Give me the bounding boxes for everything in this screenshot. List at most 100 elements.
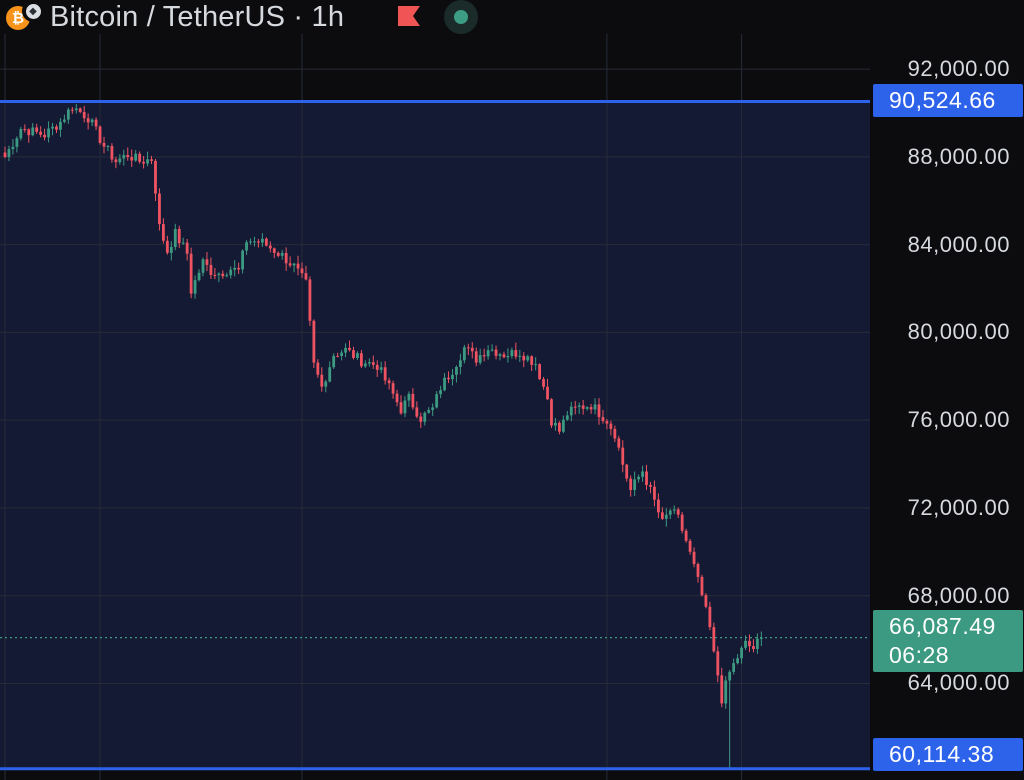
candle-21 (86, 113, 90, 130)
candle-144 (573, 400, 577, 415)
candle-114 (455, 365, 458, 383)
candle-47 (189, 247, 193, 299)
candle-189 (752, 639, 755, 653)
candle-95 (379, 361, 383, 374)
candle-91 (363, 360, 367, 368)
candle-30 (122, 149, 126, 166)
candle-169 (672, 505, 676, 515)
candle-118 (470, 342, 474, 359)
candle-101 (403, 396, 407, 418)
y-tick-label-3: 80,000.00 (907, 319, 1010, 345)
candle-152 (605, 418, 609, 430)
candle-134 (534, 357, 538, 371)
candle-51 (205, 251, 209, 272)
candle-140 (558, 421, 561, 435)
candle-63 (253, 236, 256, 247)
candle-3 (15, 136, 19, 153)
candle-55 (221, 270, 225, 279)
candle-24 (98, 125, 102, 145)
candle-67 (268, 241, 272, 253)
candle-179 (712, 622, 716, 653)
candle-77 (308, 276, 312, 326)
candle-37 (150, 155, 153, 165)
candle-172 (684, 528, 688, 543)
candle-40 (162, 218, 165, 244)
candle-52 (209, 257, 213, 279)
candle-115 (459, 353, 462, 375)
candle-170 (676, 507, 680, 519)
candle-62 (249, 238, 252, 245)
highlight-zone (0, 101, 870, 769)
candle-116 (462, 344, 466, 364)
candle-0 (3, 146, 7, 159)
candle-112 (447, 371, 450, 384)
candle-108 (431, 403, 435, 416)
candle-171 (680, 512, 684, 534)
candle-182 (724, 676, 728, 709)
candle-60 (241, 249, 244, 274)
candle-125 (498, 352, 502, 361)
candle-29 (118, 154, 122, 165)
candle-42 (169, 241, 173, 261)
candle-19 (78, 107, 82, 114)
candle-133 (530, 355, 534, 372)
candle-181 (720, 667, 724, 708)
candle-64 (257, 239, 260, 248)
candle-44 (177, 225, 181, 248)
candle-13 (55, 124, 58, 133)
candle-145 (577, 402, 581, 414)
candle-137 (546, 378, 549, 401)
y-tick-label-6: 68,000.00 (907, 582, 1010, 608)
candle-107 (427, 407, 431, 414)
candle-72 (288, 256, 292, 268)
candle-20 (82, 105, 86, 123)
candle-31 (126, 147, 130, 161)
candle-164 (653, 480, 656, 507)
candle-15 (63, 114, 66, 124)
candle-98 (391, 380, 395, 399)
last-price-tag: 66,087.49 06:28 (873, 610, 1023, 672)
candle-165 (657, 493, 660, 519)
candle-138 (550, 398, 553, 429)
candle-155 (617, 435, 621, 451)
candle-120 (478, 348, 482, 365)
candle-163 (649, 482, 652, 494)
candle-129 (514, 342, 518, 360)
candle-83 (332, 353, 336, 369)
candle-105 (419, 412, 423, 428)
candle-97 (387, 377, 391, 390)
candle-36 (146, 151, 149, 167)
symbol-title[interactable]: Bitcoin / TetherUS · 1h (50, 1, 345, 33)
candle-75 (300, 262, 304, 279)
candle-87 (348, 340, 351, 352)
candle-142 (565, 411, 569, 421)
candle-110 (439, 385, 442, 399)
candle-128 (510, 347, 514, 359)
candle-61 (245, 240, 248, 255)
candle-48 (193, 275, 197, 299)
candle-71 (284, 247, 288, 271)
candle-136 (542, 376, 545, 390)
flag-icon[interactable] (398, 6, 420, 26)
candle-111 (443, 373, 446, 392)
candle-103 (411, 388, 415, 410)
candle-65 (261, 233, 264, 247)
candle-73 (292, 262, 296, 273)
diamond-icon: ◆ (22, 0, 44, 22)
candle-countdown: 06:28 (889, 642, 950, 668)
candle-32 (130, 149, 134, 167)
candle-157 (625, 463, 629, 482)
candle-132 (526, 354, 530, 363)
candle-5 (23, 124, 27, 133)
candle-53 (213, 268, 217, 280)
candle-76 (304, 265, 308, 281)
market-status-icon[interactable] (444, 0, 478, 34)
candle-166 (660, 507, 664, 521)
candle-50 (201, 257, 205, 277)
candle-8 (35, 123, 39, 134)
candle-104 (415, 401, 419, 419)
candles[interactable] (3, 104, 763, 769)
candle-177 (704, 593, 708, 609)
candle-49 (197, 269, 201, 282)
